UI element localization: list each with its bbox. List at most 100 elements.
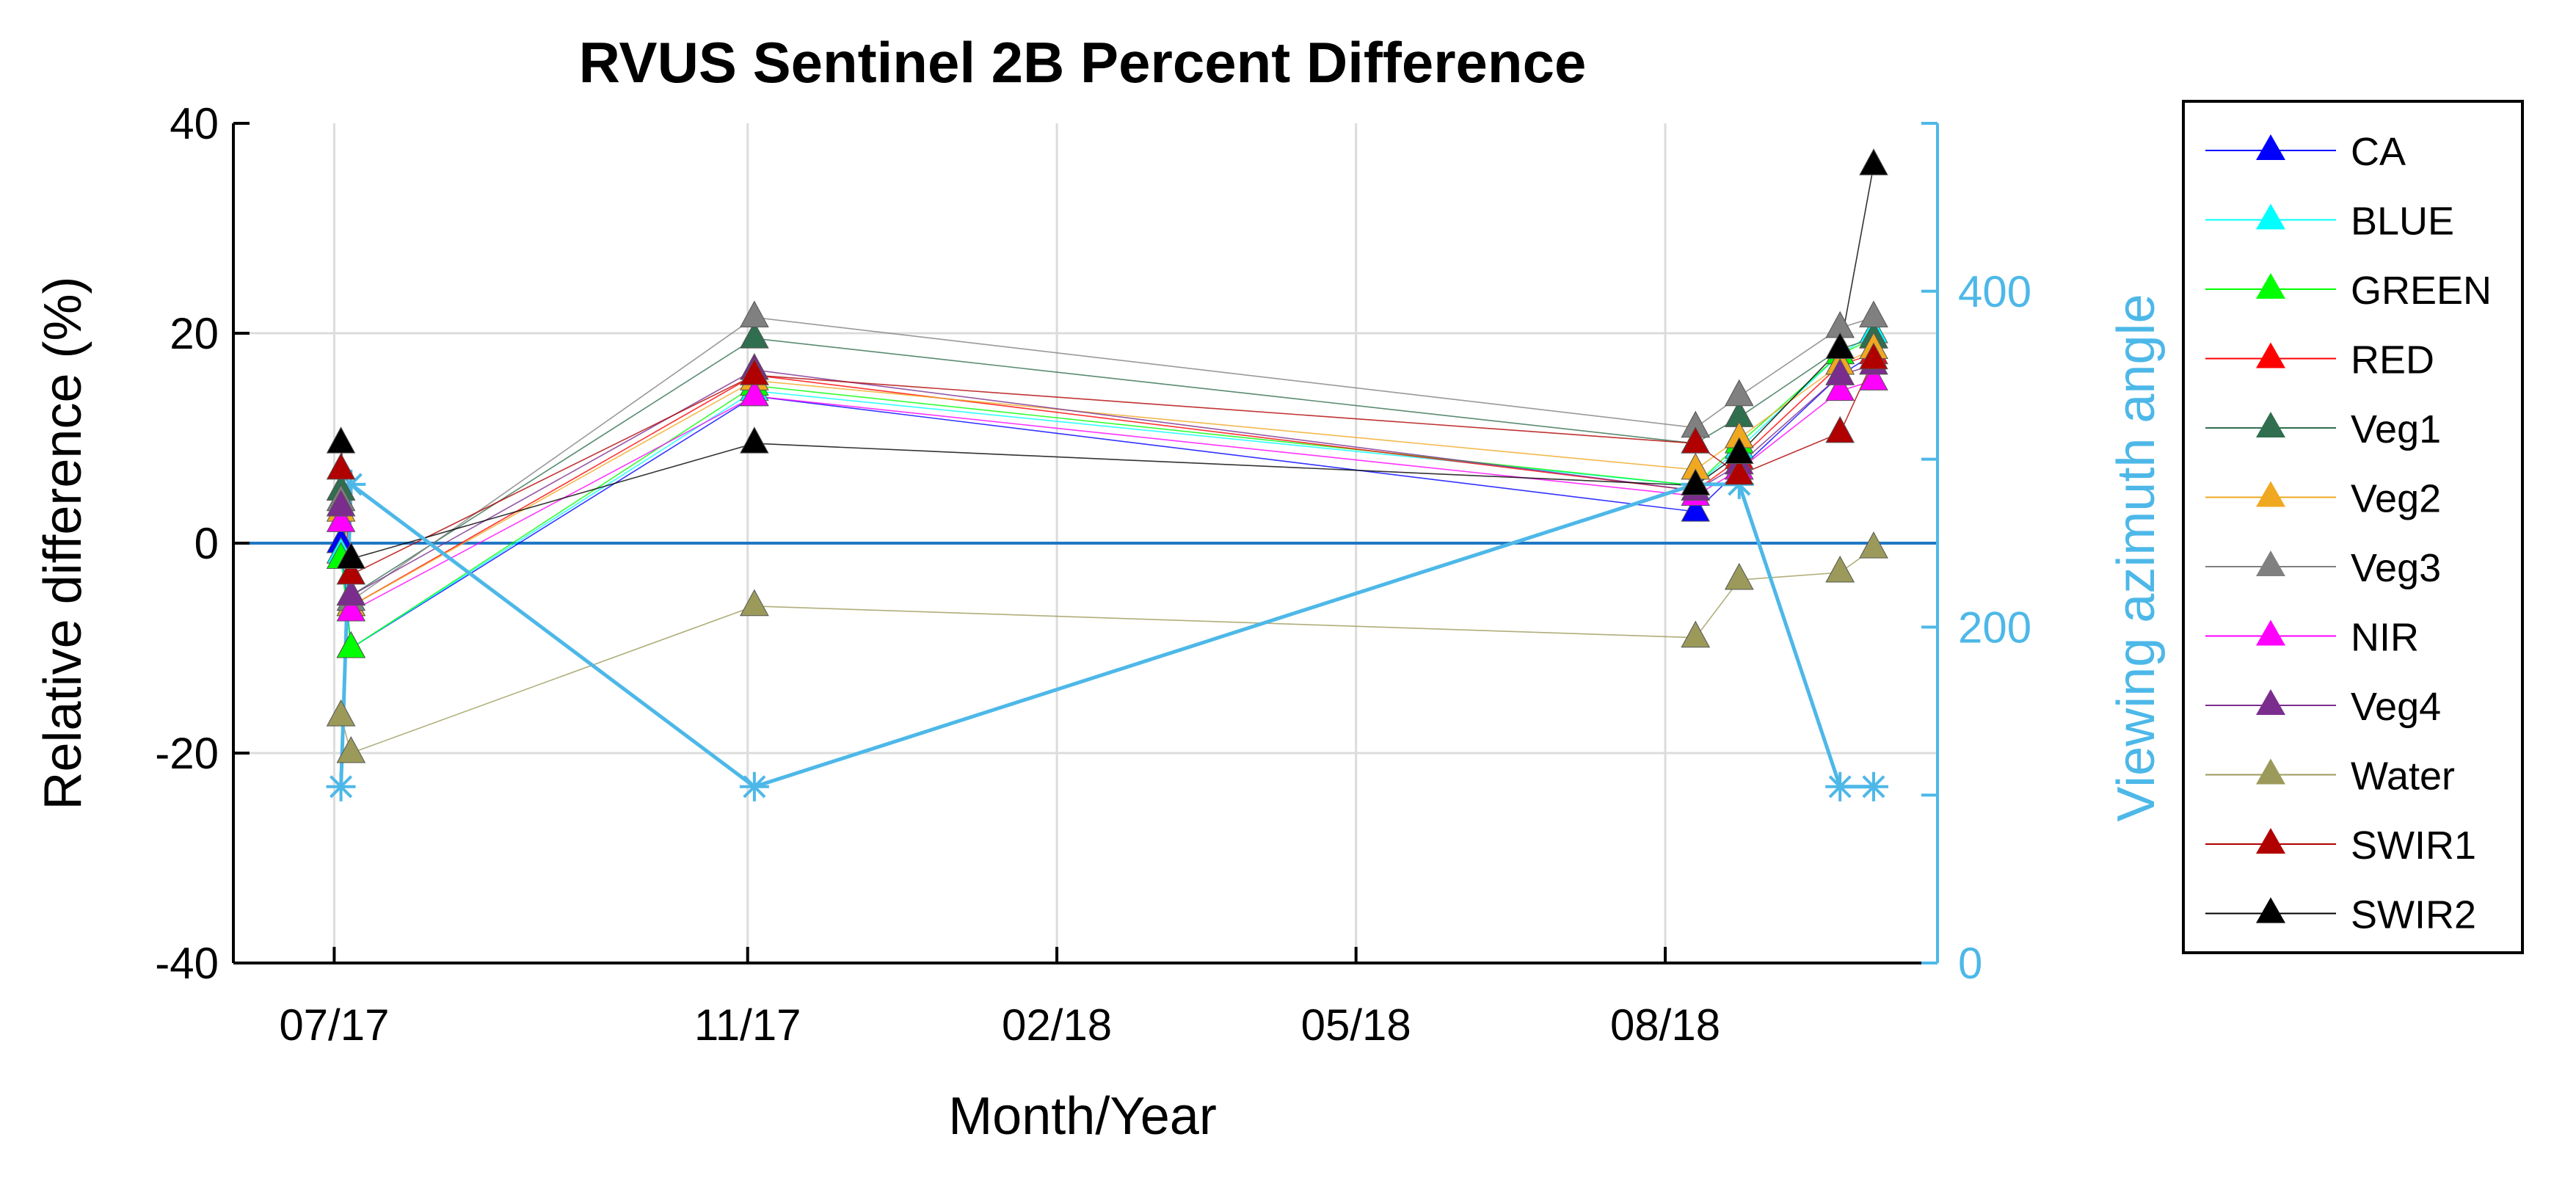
marker-nir (1859, 363, 1888, 390)
marker-water (1681, 620, 1711, 648)
marker-water (1825, 555, 1855, 583)
y-tick-label: -20 (155, 729, 219, 778)
x-tick-label: 02/18 (1002, 1000, 1112, 1050)
y2-tick-labels: 0 200 400 (1958, 267, 2031, 988)
azimuth-series (326, 469, 1888, 802)
series-line-green (340, 338, 1874, 650)
legend-label: GREEN (2351, 269, 2492, 313)
y-tick-label: -40 (155, 939, 219, 988)
legend-marker (2256, 134, 2285, 160)
y2-axis-label: Viewing azimuth angle (2107, 294, 2166, 821)
legend-marker (2256, 342, 2285, 368)
marker-swir1 (740, 358, 769, 385)
marker-water (326, 699, 356, 727)
legend-item-ca: CA (2205, 130, 2406, 174)
marker-water (740, 589, 769, 617)
legend-marker (2256, 758, 2285, 785)
series-markers (326, 148, 1888, 763)
legend-label: BLUE (2351, 200, 2454, 244)
legend-item-veg3: Veg3 (2205, 546, 2441, 590)
legend-item-swir2: SWIR2 (2205, 893, 2476, 937)
x-tick-label: 05/18 (1301, 1000, 1411, 1050)
series-line-veg2 (340, 348, 1874, 608)
azimuth-marker (326, 771, 356, 802)
legend-marker (2256, 619, 2285, 646)
legend-box (2182, 100, 2524, 954)
legend-item-swir1: SWIR1 (2205, 824, 2476, 868)
azimuth-marker (1858, 771, 1888, 802)
marker-swir2 (1724, 437, 1754, 464)
legend-item-blue: BLUE (2205, 200, 2454, 244)
marker-nir (336, 594, 366, 622)
y-tick-label: 20 (170, 309, 219, 358)
marker-water (336, 735, 366, 763)
x-tick-label: 11/17 (694, 1000, 801, 1050)
y-axis-label: Relative difference (%) (34, 277, 92, 810)
marker-veg3 (1859, 300, 1888, 328)
marker-green (336, 631, 366, 658)
y2-tick-label: 200 (1958, 603, 2031, 652)
marker-swir2 (1681, 468, 1711, 495)
series-line-veg1 (340, 338, 1874, 597)
azimuth-marker (739, 771, 769, 802)
legend-label: Veg1 (2351, 407, 2441, 451)
marker-nir (1825, 374, 1855, 401)
y-tick-label: 0 (194, 519, 219, 568)
x-tick-label: 07/17 (279, 1000, 389, 1050)
legend-label: Veg2 (2351, 477, 2441, 521)
y-tick-label: 40 (170, 99, 219, 148)
legend: CA BLUE GREEN RED Veg1 Veg2 Veg3 NIR Veg4 Water SW… (2182, 100, 2524, 954)
marker-water (1724, 563, 1754, 590)
legend-marker (2256, 550, 2285, 576)
azimuth-marker (1825, 771, 1855, 802)
y2-tick-label: 0 (1958, 939, 1982, 988)
legend-marker (2256, 273, 2285, 299)
marker-veg1 (740, 321, 769, 349)
marker-swir2 (1859, 148, 1888, 175)
legend-label: Veg3 (2351, 546, 2441, 590)
legend-label: NIR (2351, 616, 2419, 660)
legend-item-veg2: Veg2 (2205, 477, 2441, 521)
x-tick-label: 08/18 (1610, 1000, 1720, 1050)
legend-marker (2256, 412, 2285, 437)
series-lines (340, 165, 1874, 755)
legend-label: SWIR1 (2351, 824, 2476, 868)
marker-nir (326, 505, 356, 532)
legend-item-green: GREEN (2205, 269, 2492, 313)
legend-marker (2256, 897, 2285, 923)
marker-swir1 (326, 452, 356, 480)
legend-item-veg4: Veg4 (2205, 685, 2441, 729)
legend-marker (2256, 203, 2285, 230)
y-tick-labels: -40 -20 0 20 40 (155, 99, 219, 988)
marker-swir1 (1681, 426, 1711, 454)
legend-item-veg1: Veg1 (2205, 407, 2441, 451)
legend-label: SWIR2 (2351, 893, 2476, 937)
chart-title: RVUS Sentinel 2B Percent Difference (579, 30, 1587, 95)
axes (232, 122, 1939, 964)
legend-label: CA (2351, 130, 2406, 174)
marker-swir2 (326, 426, 356, 454)
legend-marker (2256, 481, 2285, 507)
marker-veg4 (326, 489, 356, 517)
legend-marker (2256, 689, 2285, 715)
legend-label: RED (2351, 338, 2434, 382)
marker-swir1 (1859, 342, 1888, 370)
marker-swir1 (336, 557, 366, 585)
y2-tick-label: 400 (1958, 267, 2031, 316)
legend-item-water: Water (2205, 755, 2455, 799)
legend-item-red: RED (2205, 338, 2434, 382)
marker-swir1 (1724, 458, 1754, 485)
legend-item-nir: NIR (2205, 616, 2419, 660)
marker-veg3 (740, 300, 769, 328)
marker-swir2 (1825, 332, 1855, 359)
marker-nir (740, 379, 769, 407)
marker-veg3 (1724, 379, 1754, 407)
marker-swir2 (740, 426, 769, 454)
x-tick-labels: 07/17 11/17 02/18 05/18 08/18 (279, 1000, 1720, 1050)
marker-veg4 (1825, 358, 1855, 385)
marker-water (1859, 531, 1888, 559)
legend-marker (2256, 828, 2285, 854)
marker-veg4 (336, 578, 366, 606)
legend-label: Veg4 (2351, 685, 2441, 729)
